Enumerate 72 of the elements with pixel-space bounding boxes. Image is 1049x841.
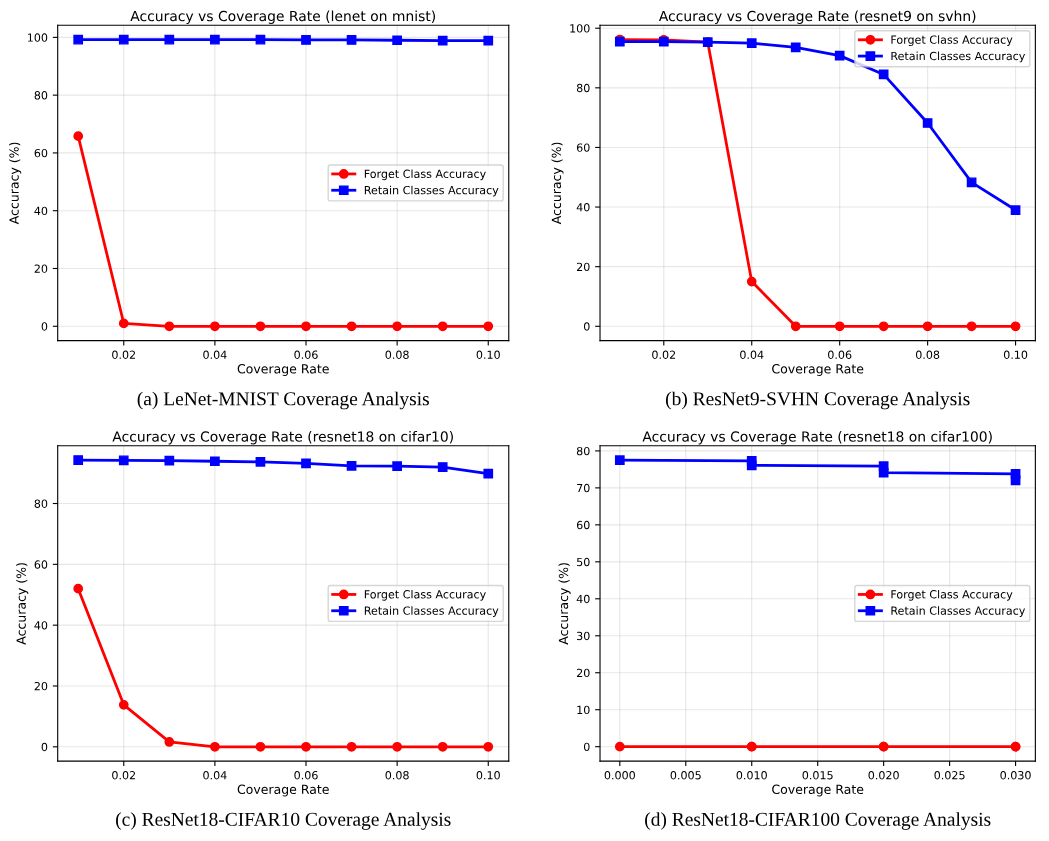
- x-tick-label: 0.02: [112, 350, 136, 359]
- x-tick-label: 0.02: [112, 771, 136, 780]
- x-tick-label: 0.000: [604, 771, 635, 780]
- chart-title: Accuracy vs Coverage Rate (resnet18 on cifar10): [112, 431, 453, 445]
- y-tick-label: 20: [34, 681, 48, 691]
- x-tick-label: 0.10: [476, 350, 500, 359]
- y-tick-label: 20: [576, 668, 590, 678]
- y-tick-label: 60: [576, 143, 590, 152]
- y-tick-label: 80: [34, 91, 48, 100]
- legend-label: Forget Class Accuracy: [364, 589, 486, 601]
- y-tick-label: 30: [577, 631, 590, 641]
- legend-label: Retain Classes Accuracy: [891, 51, 1026, 63]
- x-tick-label: 0.10: [1003, 350, 1028, 359]
- chart-title: Accuracy vs Coverage Rate (resnet18 on cifar100): [642, 431, 992, 445]
- legend-label: Forget Class Accuracy: [364, 169, 486, 181]
- x-tick-label: 0.10: [476, 771, 500, 780]
- text: (c) ResNet18-CIFAR10 Coverage Analysis: [116, 812, 451, 830]
- text: (d) ResNet18-CIFAR100 Coverage Analysis: [645, 812, 991, 830]
- y-tick-label: 0: [583, 742, 590, 752]
- y-tick-label: 80: [576, 446, 590, 456]
- x-tick-label: 0.02: [652, 350, 676, 359]
- y-axis-title: Accuracy (%): [16, 563, 29, 645]
- chart-title: Accuracy vs Coverage Rate (lenet on mnist): [130, 10, 436, 24]
- y-tick-label: 20: [34, 264, 48, 273]
- x-tick-label: 0.06: [294, 771, 318, 780]
- x-tick-label: 0.06: [294, 350, 318, 359]
- legend-label: Retain Classes Accuracy: [891, 606, 1026, 617]
- x-axis-title: Coverage Rate: [772, 364, 864, 376]
- y-tick-label: 0: [41, 742, 48, 752]
- text: (b) ResNet9-SVHN Coverage Analysis: [665, 391, 970, 410]
- x-tick-label: 0.08: [385, 771, 409, 780]
- y-tick-label: 70: [577, 483, 590, 493]
- x-tick-label: 0.04: [203, 771, 227, 780]
- y-tick-label: 80: [576, 83, 590, 93]
- y-axis-title: Accuracy (%): [558, 563, 571, 645]
- x-tick-label: 0.04: [203, 350, 227, 359]
- x-tick-label: 0.08: [385, 350, 409, 359]
- y-tick-label: 40: [34, 621, 48, 630]
- y-axis-title: Accuracy (%): [551, 142, 564, 225]
- y-tick-label: 40: [576, 594, 590, 604]
- y-tick-label: 0: [41, 322, 48, 331]
- x-axis-title: Coverage Rate: [772, 784, 864, 797]
- y-tick-label: 10: [577, 705, 590, 715]
- x-axis-title: Coverage Rate: [237, 364, 329, 376]
- y-tick-label: 40: [34, 206, 48, 216]
- legend-label: Retain Classes Accuracy: [364, 606, 499, 617]
- text: (a) LeNet-MNIST Coverage Analysis: [137, 391, 429, 410]
- legend-label: Forget Class Accuracy: [891, 589, 1013, 601]
- y-tick-label: 50: [577, 557, 590, 567]
- legend-label: Forget Class Accuracy: [891, 35, 1013, 46]
- chart-title: Accuracy vs Coverage Rate (resnet9 on svhn): [658, 10, 976, 24]
- x-tick-label: 0.015: [802, 771, 833, 780]
- y-tick-label: 60: [576, 520, 590, 530]
- y-tick-label: 40: [576, 203, 590, 212]
- x-tick-label: 0.030: [1000, 771, 1031, 780]
- x-tick-label: 0.025: [934, 771, 965, 780]
- legend-label: Retain Classes Accuracy: [364, 185, 499, 197]
- y-tick-label: 80: [34, 499, 48, 508]
- y-axis-title: Accuracy (%): [9, 142, 22, 225]
- x-tick-label: 0.005: [670, 771, 701, 780]
- x-tick-label: 0.020: [868, 771, 899, 780]
- y-tick-label: 0: [583, 322, 590, 331]
- y-tick-label: 60: [34, 560, 48, 569]
- y-tick-label: 100: [570, 24, 590, 33]
- x-tick-label: 0.08: [915, 350, 940, 359]
- x-axis-title: Coverage Rate: [237, 784, 329, 797]
- y-tick-label: 100: [27, 33, 48, 42]
- x-tick-label: 0.010: [736, 771, 767, 780]
- x-tick-label: 0.04: [740, 350, 764, 359]
- x-tick-label: 0.06: [828, 350, 852, 359]
- y-tick-label: 60: [34, 148, 48, 158]
- y-tick-label: 20: [576, 262, 590, 272]
